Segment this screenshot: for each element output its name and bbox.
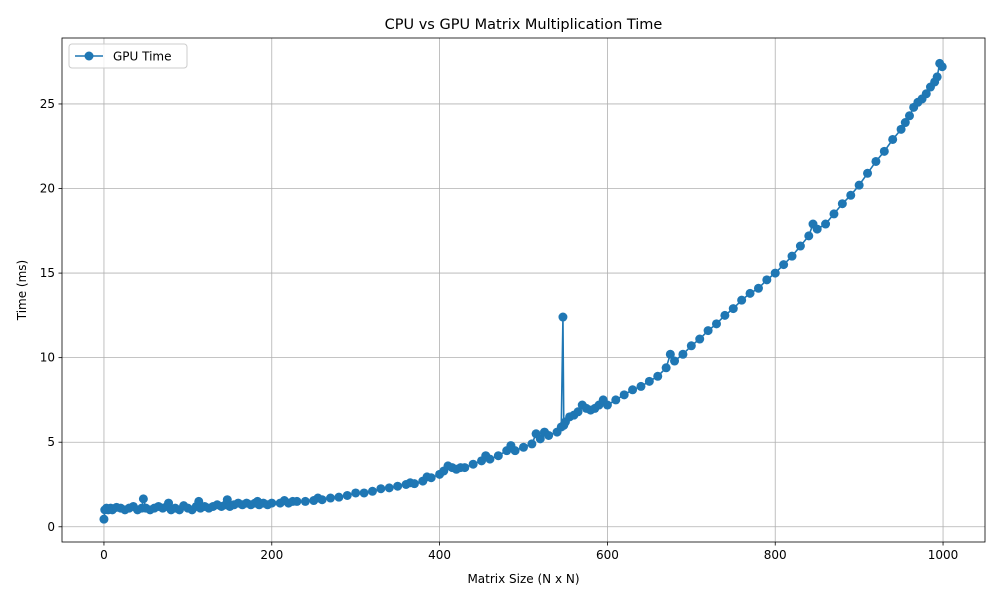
data-point	[728, 304, 738, 314]
data-point	[619, 390, 629, 400]
data-point	[194, 496, 204, 506]
data-point	[367, 486, 377, 496]
y-axis-ticks: 0 5 10 15 20 25	[40, 97, 62, 534]
data-point	[460, 463, 470, 473]
data-point	[573, 407, 583, 417]
data-point	[871, 156, 881, 166]
data-point	[753, 283, 763, 293]
legend-box	[68, 43, 188, 69]
data-point	[837, 199, 847, 209]
x-tick-label: 600	[596, 548, 619, 562]
data-point	[326, 493, 336, 503]
data-point	[351, 488, 361, 498]
data-point	[485, 454, 495, 464]
data-point	[854, 180, 864, 190]
data-point	[932, 72, 942, 82]
data-point	[409, 479, 419, 489]
data-point	[535, 434, 545, 444]
x-tick-label: 1000	[928, 548, 959, 562]
data-point	[896, 124, 906, 134]
y-tick-label: 25	[40, 97, 55, 111]
data-point	[921, 89, 931, 99]
data-point	[703, 326, 713, 336]
data-point	[138, 494, 148, 504]
data-point	[468, 459, 478, 469]
data-point	[544, 430, 554, 440]
x-tick-label: 800	[764, 548, 787, 562]
data-point	[317, 495, 327, 505]
data-point	[661, 363, 671, 373]
data-point	[879, 146, 889, 156]
data-point	[695, 334, 705, 344]
data-point	[334, 492, 344, 502]
data-point	[164, 498, 174, 508]
data-point	[711, 319, 721, 329]
data-point	[611, 395, 621, 405]
data-point	[384, 483, 394, 493]
data-point	[665, 349, 675, 359]
data-point	[644, 376, 654, 386]
data-point	[99, 514, 109, 524]
grid	[62, 38, 985, 542]
series-layer	[99, 58, 947, 524]
data-point	[678, 349, 688, 359]
data-point	[493, 451, 503, 461]
data-point	[770, 268, 780, 278]
data-point	[636, 381, 646, 391]
data-point	[670, 356, 680, 366]
data-point	[602, 400, 612, 410]
x-tick-label: 200	[260, 548, 283, 562]
data-point	[628, 385, 638, 395]
data-point	[937, 62, 947, 72]
data-point	[904, 111, 914, 121]
data-point	[888, 134, 898, 144]
data-point	[787, 251, 797, 261]
data-point	[812, 224, 822, 234]
data-point	[267, 498, 277, 508]
y-tick-label: 20	[40, 182, 55, 196]
data-point	[510, 446, 520, 456]
data-point	[426, 473, 436, 483]
data-point	[558, 312, 568, 322]
data-point	[804, 231, 814, 241]
x-axis-ticks: 0 200 400 600 800 1000	[100, 542, 958, 562]
y-tick-label: 5	[47, 435, 55, 449]
data-point	[527, 439, 537, 449]
y-tick-label: 10	[40, 351, 55, 365]
data-point	[762, 275, 772, 285]
data-point	[653, 371, 663, 381]
data-point	[300, 496, 310, 506]
data-point	[779, 260, 789, 270]
data-point	[829, 209, 839, 219]
x-tick-label: 400	[428, 548, 451, 562]
chart-title: CPU vs GPU Matrix Multiplication Time	[385, 17, 663, 33]
data-point	[863, 168, 873, 178]
legend: GPU Time	[68, 43, 188, 69]
data-point	[342, 490, 352, 500]
x-tick-label: 0	[100, 548, 108, 562]
legend-label: GPU Time	[113, 50, 172, 64]
data-point	[359, 488, 369, 498]
data-point	[846, 190, 856, 200]
legend-dot-marker	[84, 51, 94, 61]
data-point	[900, 118, 910, 128]
y-tick-label: 15	[40, 266, 55, 280]
data-point	[393, 481, 403, 491]
data-point	[720, 310, 730, 320]
data-point	[519, 442, 528, 452]
data-point	[292, 496, 302, 506]
data-point	[821, 219, 831, 229]
data-point	[686, 341, 696, 351]
data-point	[737, 295, 747, 305]
data-point	[795, 241, 805, 251]
data-point	[222, 495, 232, 505]
data-point	[745, 288, 755, 298]
data-point	[376, 484, 386, 494]
plot-frame	[61, 37, 986, 543]
x-axis-label: Matrix Size (N x N)	[467, 572, 579, 586]
y-axis-label: Time (ms)	[15, 260, 29, 322]
y-tick-label: 0	[47, 520, 55, 534]
